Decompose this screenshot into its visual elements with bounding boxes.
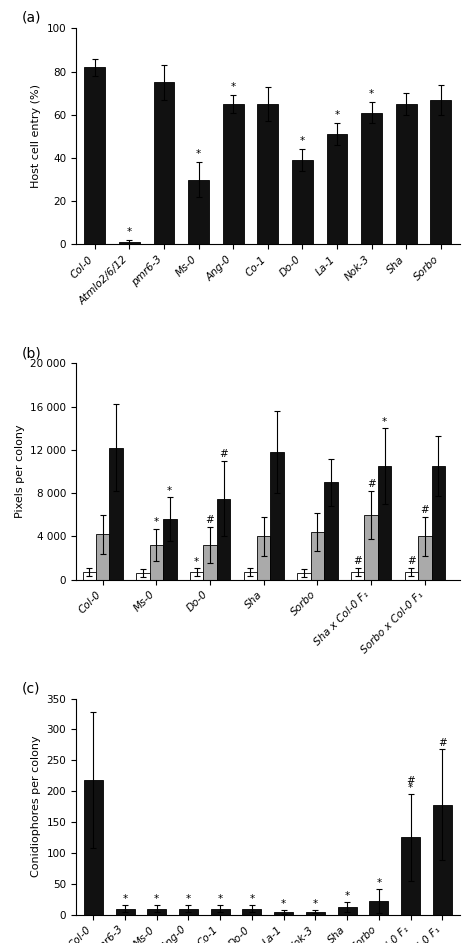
Text: *: * <box>408 783 413 793</box>
Bar <box>337 907 356 915</box>
Bar <box>418 537 432 580</box>
Text: #: # <box>438 738 447 748</box>
Text: *: * <box>127 227 132 237</box>
Text: *: * <box>300 136 305 146</box>
Text: #: # <box>406 775 415 786</box>
Bar <box>188 179 209 244</box>
Text: *: * <box>334 110 339 120</box>
Bar <box>361 112 382 244</box>
Bar <box>327 134 347 244</box>
Bar <box>274 912 293 915</box>
Text: *: * <box>122 894 128 904</box>
Bar <box>150 545 163 580</box>
Bar <box>119 242 140 244</box>
Bar <box>351 572 365 580</box>
Text: *: * <box>218 894 223 904</box>
Bar <box>365 515 378 580</box>
Y-axis label: Conidiophores per colony: Conidiophores per colony <box>31 736 41 877</box>
Bar <box>147 908 166 915</box>
Text: *: * <box>281 900 286 909</box>
Text: *: * <box>249 894 255 904</box>
Bar <box>242 908 262 915</box>
Text: (c): (c) <box>22 681 41 695</box>
Text: (b): (b) <box>22 346 42 360</box>
Text: *: * <box>369 89 374 99</box>
Bar <box>430 100 451 244</box>
Text: #: # <box>367 479 375 489</box>
Bar <box>84 67 105 244</box>
Bar <box>179 908 198 915</box>
Text: (a): (a) <box>22 11 42 25</box>
Bar <box>297 573 311 580</box>
Bar <box>432 466 445 580</box>
Y-axis label: Host cell entry (%): Host cell entry (%) <box>31 84 41 189</box>
Text: *: * <box>196 149 201 159</box>
Bar <box>433 804 452 915</box>
Bar <box>401 837 420 915</box>
Text: *: * <box>313 899 318 908</box>
Bar <box>405 572 418 580</box>
Bar <box>82 572 96 580</box>
Bar <box>154 82 174 244</box>
Text: #: # <box>219 449 228 459</box>
Bar <box>311 532 324 580</box>
Bar <box>244 572 257 580</box>
Bar <box>306 912 325 915</box>
Text: *: * <box>230 82 236 92</box>
Bar <box>271 452 284 580</box>
Bar <box>116 908 135 915</box>
Text: #: # <box>206 515 214 525</box>
Text: *: * <box>154 894 159 904</box>
Text: *: * <box>376 878 382 887</box>
Bar <box>324 482 337 580</box>
Bar <box>211 908 230 915</box>
Text: #: # <box>407 556 416 566</box>
Bar <box>257 104 278 244</box>
Bar <box>136 573 150 580</box>
Bar <box>96 534 109 580</box>
Text: #: # <box>354 556 362 566</box>
Text: #: # <box>420 505 429 515</box>
Text: *: * <box>194 556 199 567</box>
Bar <box>217 499 230 580</box>
Bar <box>203 545 217 580</box>
Text: *: * <box>186 894 191 904</box>
Y-axis label: Pixels per colony: Pixels per colony <box>15 424 25 519</box>
Bar <box>109 448 123 580</box>
Text: *: * <box>167 486 173 496</box>
Text: *: * <box>345 891 350 902</box>
Bar <box>257 537 271 580</box>
Bar <box>223 104 244 244</box>
Bar <box>84 780 103 915</box>
Text: *: * <box>382 417 387 426</box>
Bar <box>292 160 313 244</box>
Bar <box>396 104 417 244</box>
Bar <box>190 572 203 580</box>
Bar <box>369 902 388 915</box>
Text: *: * <box>154 517 159 527</box>
Bar <box>163 519 176 580</box>
Bar <box>378 466 392 580</box>
